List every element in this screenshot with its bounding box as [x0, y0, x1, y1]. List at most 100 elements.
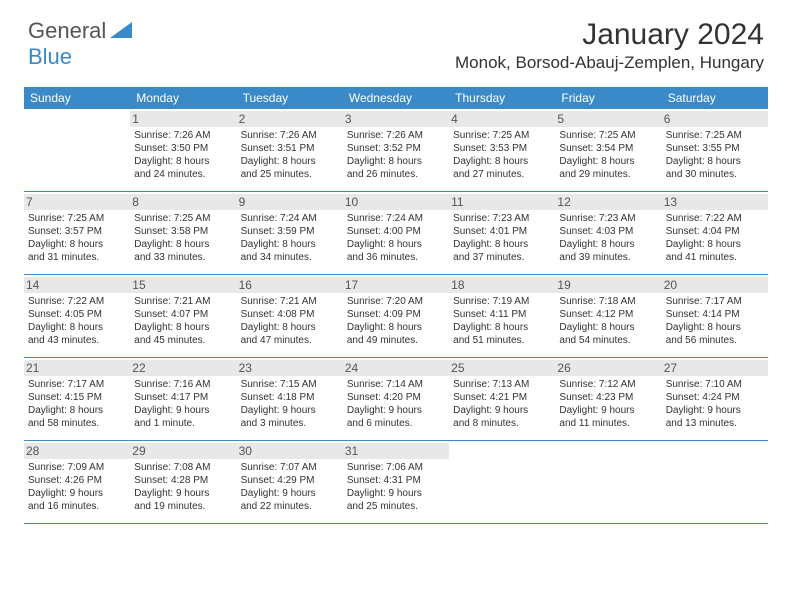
week-row: 28Sunrise: 7:09 AMSunset: 4:26 PMDayligh… — [24, 441, 768, 524]
dl1-text: Daylight: 8 hours — [347, 321, 445, 334]
sunrise-text: Sunrise: 7:12 AM — [559, 378, 657, 391]
sunset-text: Sunset: 4:05 PM — [28, 308, 126, 321]
sunrise-text: Sunrise: 7:25 AM — [134, 212, 232, 225]
weekday-header: Friday — [555, 87, 661, 109]
day-cell: 22Sunrise: 7:16 AMSunset: 4:17 PMDayligh… — [130, 358, 236, 440]
dl2-text: and 54 minutes. — [559, 334, 657, 347]
day-cell: 21Sunrise: 7:17 AMSunset: 4:15 PMDayligh… — [24, 358, 130, 440]
sunset-text: Sunset: 3:59 PM — [241, 225, 339, 238]
week-row: 7 Sunrise: 7:25 AMSunset: 3:57 PMDaylight… — [24, 192, 768, 275]
sunrise-text: Sunrise: 7:25 AM — [28, 212, 126, 225]
dl2-text: and 25 minutes. — [347, 500, 445, 513]
day-number: 4 — [449, 111, 555, 127]
dl1-text: Daylight: 8 hours — [666, 238, 764, 251]
sunrise-text: Sunrise: 7:21 AM — [134, 295, 232, 308]
sunset-text: Sunset: 4:12 PM — [559, 308, 657, 321]
day-cell: 31Sunrise: 7:06 AMSunset: 4:31 PMDayligh… — [343, 441, 449, 523]
day-cell: 19 Sunrise: 7:18 AMSunset: 4:12 PMDayligh… — [555, 275, 661, 357]
sunset-text: Sunset: 4:21 PM — [453, 391, 551, 404]
weekday-header: Thursday — [449, 87, 555, 109]
logo-text-blue: Blue — [28, 44, 72, 69]
sunrise-text: Sunrise: 7:18 AM — [559, 295, 657, 308]
day-info: Sunrise: 7:23 AMSunset: 4:03 PMDaylight:… — [559, 212, 657, 264]
day-info: Sunrise: 7:25 AMSunset: 3:57 PMDaylight:… — [28, 212, 126, 264]
weekday-header: Tuesday — [237, 87, 343, 109]
sunrise-text: Sunrise: 7:25 AM — [559, 129, 657, 142]
dl1-text: Daylight: 8 hours — [666, 155, 764, 168]
dl2-text: and 13 minutes. — [666, 417, 764, 430]
day-info: Sunrise: 7:19 AMSunset: 4:11 PMDaylight:… — [453, 295, 551, 347]
sunset-text: Sunset: 3:54 PM — [559, 142, 657, 155]
day-info: Sunrise: 7:21 AMSunset: 4:08 PMDaylight:… — [241, 295, 339, 347]
logo-triangle-icon — [110, 22, 132, 38]
sunset-text: Sunset: 3:55 PM — [666, 142, 764, 155]
day-info: Sunrise: 7:06 AMSunset: 4:31 PMDaylight:… — [347, 461, 445, 513]
dl1-text: Daylight: 8 hours — [559, 238, 657, 251]
day-number: 23 — [237, 360, 343, 376]
day-number: 30 — [237, 443, 343, 459]
day-info: Sunrise: 7:16 AMSunset: 4:17 PMDaylight:… — [134, 378, 232, 430]
day-info: Sunrise: 7:22 AMSunset: 4:05 PMDaylight:… — [28, 295, 126, 347]
day-number: 14 — [24, 277, 130, 293]
day-info: Sunrise: 7:10 AMSunset: 4:24 PMDaylight:… — [666, 378, 764, 430]
day-cell — [449, 441, 555, 523]
weekday-header: Sunday — [24, 87, 130, 109]
dl2-text: and 58 minutes. — [28, 417, 126, 430]
sunset-text: Sunset: 3:58 PM — [134, 225, 232, 238]
dl1-text: Daylight: 8 hours — [134, 238, 232, 251]
sunset-text: Sunset: 3:51 PM — [241, 142, 339, 155]
sunrise-text: Sunrise: 7:24 AM — [241, 212, 339, 225]
dl2-text: and 26 minutes. — [347, 168, 445, 181]
day-cell: 25Sunrise: 7:13 AMSunset: 4:21 PMDayligh… — [449, 358, 555, 440]
dl2-text: and 41 minutes. — [666, 251, 764, 264]
dl1-text: Daylight: 8 hours — [559, 155, 657, 168]
sunset-text: Sunset: 4:11 PM — [453, 308, 551, 321]
day-number: 19 — [555, 277, 661, 293]
day-cell: 2Sunrise: 7:26 AMSunset: 3:51 PMDaylight… — [237, 109, 343, 191]
day-number: 21 — [24, 360, 130, 376]
day-number: 12 — [555, 194, 661, 210]
day-number: 28 — [24, 443, 130, 459]
dl1-text: Daylight: 8 hours — [134, 321, 232, 334]
day-info: Sunrise: 7:18 AMSunset: 4:12 PMDaylight:… — [559, 295, 657, 347]
day-cell: 18 Sunrise: 7:19 AMSunset: 4:11 PMDayligh… — [449, 275, 555, 357]
day-number: 18 — [449, 277, 555, 293]
week-row: 14 Sunrise: 7:22 AMSunset: 4:05 PMDayligh… — [24, 275, 768, 358]
day-number: 8 — [130, 194, 236, 210]
day-cell: 1Sunrise: 7:26 AMSunset: 3:50 PMDaylight… — [130, 109, 236, 191]
day-number: 6 — [662, 111, 768, 127]
sunset-text: Sunset: 4:31 PM — [347, 474, 445, 487]
day-cell — [24, 109, 130, 191]
sunset-text: Sunset: 4:08 PM — [241, 308, 339, 321]
day-info: Sunrise: 7:07 AMSunset: 4:29 PMDaylight:… — [241, 461, 339, 513]
dl1-text: Daylight: 8 hours — [453, 321, 551, 334]
month-title: January 2024 — [455, 18, 764, 51]
day-info: Sunrise: 7:26 AMSunset: 3:50 PMDaylight:… — [134, 129, 232, 181]
day-cell: 17Sunrise: 7:20 AMSunset: 4:09 PMDayligh… — [343, 275, 449, 357]
day-cell: 29Sunrise: 7:08 AMSunset: 4:28 PMDayligh… — [130, 441, 236, 523]
sunrise-text: Sunrise: 7:26 AM — [347, 129, 445, 142]
sunrise-text: Sunrise: 7:25 AM — [453, 129, 551, 142]
dl1-text: Daylight: 8 hours — [666, 321, 764, 334]
sunrise-text: Sunrise: 7:14 AM — [347, 378, 445, 391]
sunrise-text: Sunrise: 7:09 AM — [28, 461, 126, 474]
dl1-text: Daylight: 9 hours — [241, 404, 339, 417]
day-cell — [662, 441, 768, 523]
day-number: 7 — [24, 194, 130, 210]
weekday-header: Wednesday — [343, 87, 449, 109]
sunrise-text: Sunrise: 7:06 AM — [347, 461, 445, 474]
day-cell: 14 Sunrise: 7:22 AMSunset: 4:05 PMDayligh… — [24, 275, 130, 357]
day-info: Sunrise: 7:24 AMSunset: 3:59 PMDaylight:… — [241, 212, 339, 264]
day-number: 27 — [662, 360, 768, 376]
sunrise-text: Sunrise: 7:17 AM — [28, 378, 126, 391]
dl2-text: and 24 minutes. — [134, 168, 232, 181]
day-info: Sunrise: 7:24 AMSunset: 4:00 PMDaylight:… — [347, 212, 445, 264]
sunrise-text: Sunrise: 7:15 AM — [241, 378, 339, 391]
dl1-text: Daylight: 9 hours — [134, 487, 232, 500]
logo: General Blue — [28, 18, 132, 70]
dl1-text: Daylight: 8 hours — [134, 155, 232, 168]
day-number: 29 — [130, 443, 236, 459]
day-cell: 20Sunrise: 7:17 AMSunset: 4:14 PMDayligh… — [662, 275, 768, 357]
dl2-text: and 45 minutes. — [134, 334, 232, 347]
dl1-text: Daylight: 9 hours — [559, 404, 657, 417]
